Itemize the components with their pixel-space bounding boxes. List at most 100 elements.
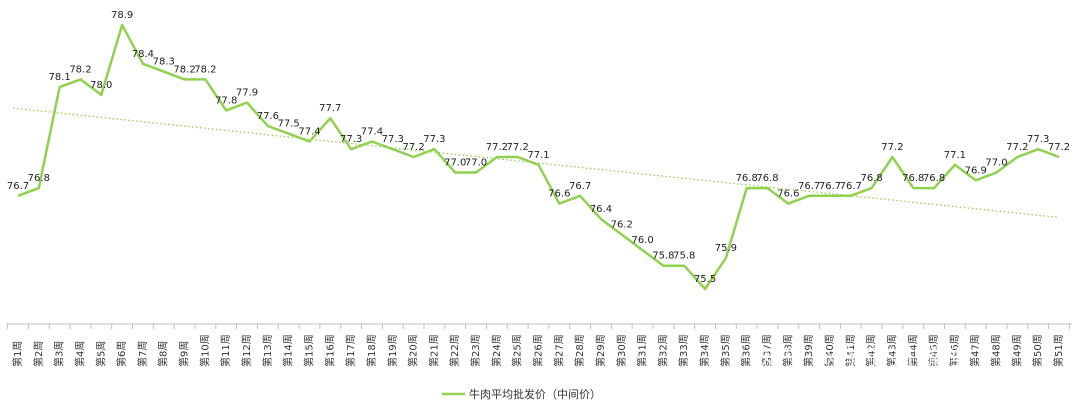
x-tick-label: 第9周 (178, 341, 191, 367)
x-tick-label: 第17周 (344, 334, 357, 367)
x-tick-label: 第5周 (94, 341, 107, 367)
x-tick-label: 第13周 (261, 334, 274, 367)
data-label: 78.3 (153, 57, 175, 68)
x-tick-label: 第27周 (552, 334, 565, 367)
data-label: 76.8 (736, 173, 758, 184)
data-label: 76.8 (923, 173, 945, 184)
x-tick-label: 第3周 (53, 341, 66, 367)
x-tick-label: 第2周 (32, 341, 45, 367)
trendline (12, 107, 1060, 219)
data-label: 76.6 (548, 189, 570, 200)
x-tick-label: 第6周 (115, 341, 128, 367)
data-label: 77.2 (1048, 142, 1070, 153)
x-tick-label: 第33周 (677, 334, 690, 367)
data-label: 77.6 (257, 111, 279, 122)
data-label: 78.2 (173, 64, 195, 75)
data-label: 75.5 (694, 274, 716, 285)
x-tick-label: 第34周 (698, 334, 711, 367)
data-label: 77.8 (215, 95, 237, 106)
x-tick-label: 第24周 (490, 334, 503, 367)
legend-label: 牛肉平均批发价（中间价） (469, 387, 601, 401)
data-label: 78.0 (90, 80, 112, 91)
data-label: 78.9 (111, 10, 133, 21)
data-label: 76.8 (902, 173, 924, 184)
x-tick-label: 第48周 (990, 334, 1003, 367)
x-tick-label: 第15周 (302, 334, 315, 367)
data-label: 77.2 (1006, 142, 1028, 153)
data-label: 77.2 (881, 142, 903, 153)
data-label: 76.6 (777, 189, 799, 200)
x-tick-label: 第38周 (781, 334, 794, 367)
data-label: 76.9 (965, 165, 987, 176)
x-tick-label: 第16周 (323, 334, 336, 367)
data-label: 78.1 (49, 72, 71, 83)
trendline-layer (12, 107, 1060, 219)
data-label: 78.2 (69, 64, 91, 75)
x-tick-label: 第26周 (532, 334, 545, 367)
x-tick-label: 第10周 (198, 334, 211, 367)
data-label: 76.4 (590, 204, 612, 215)
x-tick-label: 第32周 (656, 334, 669, 367)
data-label: 76.7 (7, 181, 29, 192)
x-tick-label: 第46周 (948, 334, 961, 367)
data-label: 77.4 (298, 126, 320, 137)
x-tick-label: 第20周 (407, 334, 420, 367)
data-label-layer: 76.776.878.178.278.078.978.478.378.278.2… (7, 10, 1070, 285)
x-tick-label: 第21周 (427, 334, 440, 367)
x-tick-label: 第4周 (73, 341, 86, 367)
data-label: 77.2 (486, 142, 508, 153)
data-label: 77.5 (278, 119, 300, 130)
x-tick-label: 第25周 (511, 334, 524, 367)
x-tick-label: 第44周 (906, 334, 919, 367)
data-label: 77.1 (944, 150, 966, 161)
x-tick-label: 第28周 (573, 334, 586, 367)
legend: 牛肉平均批发价（中间价） (442, 387, 601, 401)
x-tick-label: 第50周 (1031, 334, 1044, 367)
x-tick-label: 第51周 (1052, 334, 1065, 367)
x-tick-label: 第42周 (865, 334, 878, 367)
data-label: 76.7 (569, 181, 591, 192)
x-tick-label: 第47周 (969, 334, 982, 367)
data-label: 76.8 (756, 173, 778, 184)
series-line-layer (17, 23, 1060, 291)
x-tick-label: 第8周 (157, 341, 170, 367)
x-tick-label: 第40周 (823, 334, 836, 367)
data-label: 77.0 (465, 158, 487, 169)
x-tick-label: 第7周 (136, 341, 149, 367)
series-line (17, 23, 1060, 291)
data-label: 76.2 (611, 220, 633, 231)
x-tick-label: 第19周 (386, 334, 399, 367)
data-label: 77.3 (423, 134, 445, 145)
data-label: 76.7 (819, 181, 841, 192)
data-label: 78.4 (132, 49, 154, 60)
data-label: 77.4 (361, 126, 383, 137)
x-tick-label: 第39周 (802, 334, 815, 367)
x-tick-labels: 第1周 第2周 第3周 第4周 第5周 第6周 第7周 第8周 第9周 第10周 第11周 第12周第… (11, 334, 1065, 367)
data-label: 77.0 (444, 158, 466, 169)
data-label: 77.9 (236, 88, 258, 99)
x-tick-label: 第11周 (219, 334, 232, 367)
x-tick-label: 第22周 (448, 334, 461, 367)
data-label: 75.8 (652, 251, 674, 262)
x-tick-label: 第41周 (844, 334, 857, 367)
data-label: 76.8 (28, 173, 50, 184)
x-tick-label: 第45周 (927, 334, 940, 367)
data-label: 76.7 (798, 181, 820, 192)
data-label: 77.2 (507, 142, 529, 153)
x-tick-label: 第43周 (885, 334, 898, 367)
x-tick-label: 第36周 (740, 334, 753, 367)
x-tick-label: 第30周 (615, 334, 628, 367)
x-tick-label: 第1周 (11, 341, 24, 367)
data-label: 77.7 (319, 103, 341, 114)
x-tick-label: 第37周 (761, 334, 774, 367)
data-label: 76.8 (860, 173, 882, 184)
watermark-text: 知乎 @鹏药的小嘴睡 (760, 346, 965, 371)
x-tick-label: 第14周 (282, 334, 295, 367)
data-label: 77.3 (382, 134, 404, 145)
data-label: 78.2 (194, 64, 216, 75)
data-label: 77.0 (985, 158, 1007, 169)
x-tick-label: 第23周 (469, 334, 482, 367)
data-label: 75.9 (715, 243, 737, 254)
data-label: 77.3 (1027, 134, 1049, 145)
